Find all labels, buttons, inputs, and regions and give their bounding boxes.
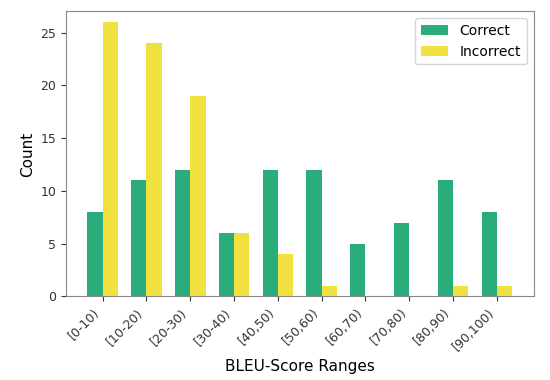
Bar [322,286,337,296]
X-axis label: BLEU-Score Ranges: BLEU-Score Ranges [225,359,375,374]
Bar [482,212,497,296]
Bar [278,254,293,296]
Bar [234,233,249,296]
Bar [497,286,512,296]
Y-axis label: Count: Count [20,131,35,177]
Bar [350,244,365,296]
Bar [175,170,190,296]
Bar [190,96,206,296]
Bar [146,43,162,296]
Bar [131,180,146,296]
Legend: Correct, Incorrect: Correct, Incorrect [415,18,526,64]
Bar [262,170,278,296]
Bar [87,212,103,296]
Bar [219,233,234,296]
Bar [453,286,469,296]
Bar [103,22,118,296]
Bar [394,223,409,296]
Bar [306,170,322,296]
Bar [438,180,453,296]
